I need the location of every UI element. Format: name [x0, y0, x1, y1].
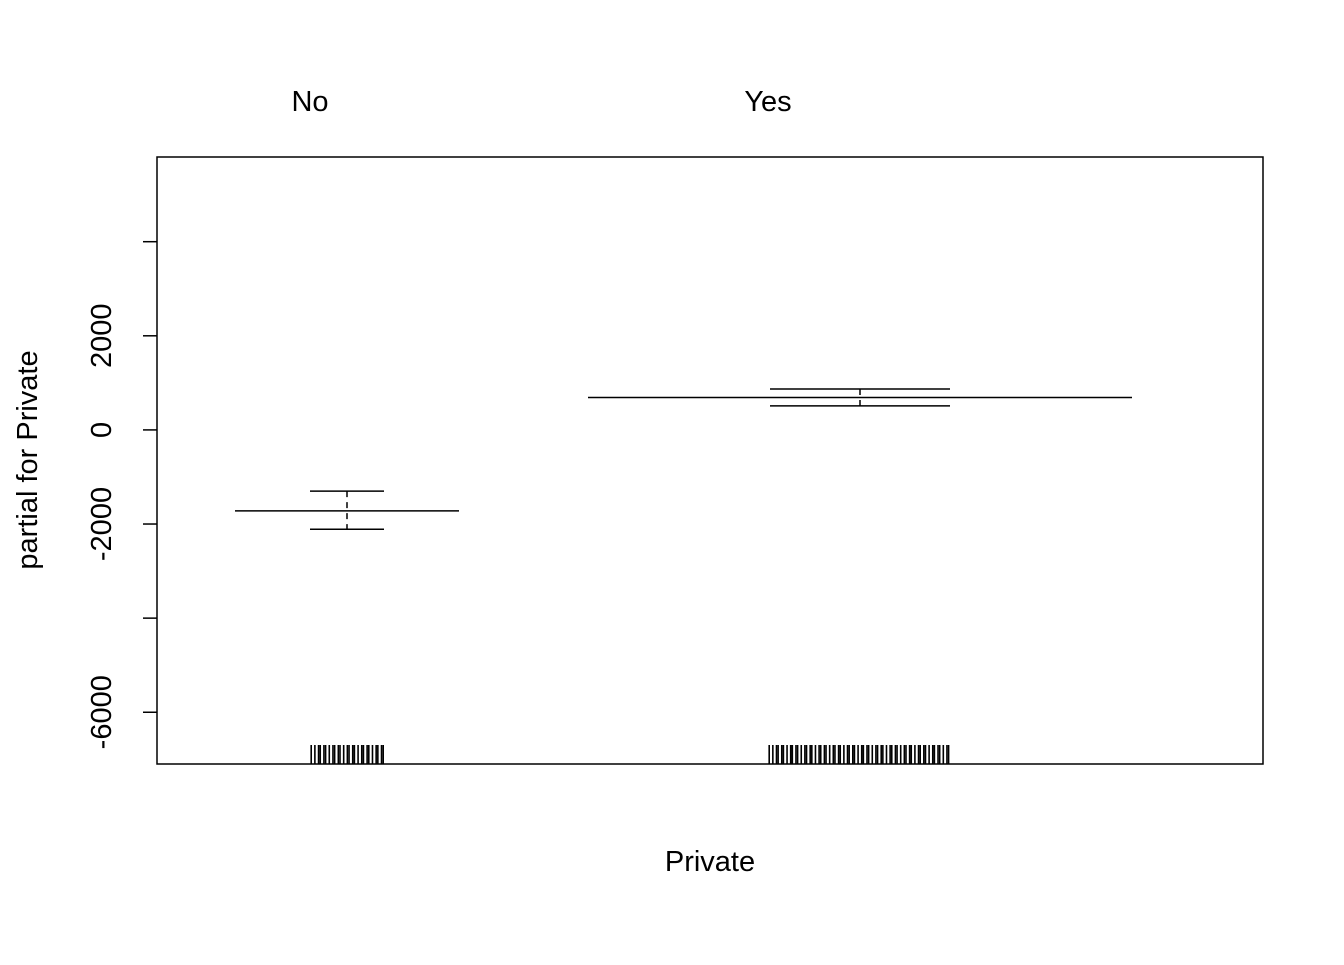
y-axis-label: partial for Private: [12, 350, 44, 569]
chart-marks: [235, 388, 1132, 530]
y-axis: -6000 -2000 0 2000: [86, 240, 157, 749]
x-axis-label: Private: [665, 846, 755, 878]
rug-marks: [310, 745, 950, 764]
category-labels: No Yes: [291, 86, 791, 118]
y-tick-label: 0: [86, 422, 118, 438]
y-tick-label: -2000: [86, 487, 118, 561]
plot-frame: [156, 156, 1264, 765]
category-label: Yes: [744, 86, 791, 118]
y-tick-label: 2000: [86, 304, 118, 369]
y-tick-label: -6000: [86, 675, 118, 749]
category-label: No: [291, 86, 328, 118]
